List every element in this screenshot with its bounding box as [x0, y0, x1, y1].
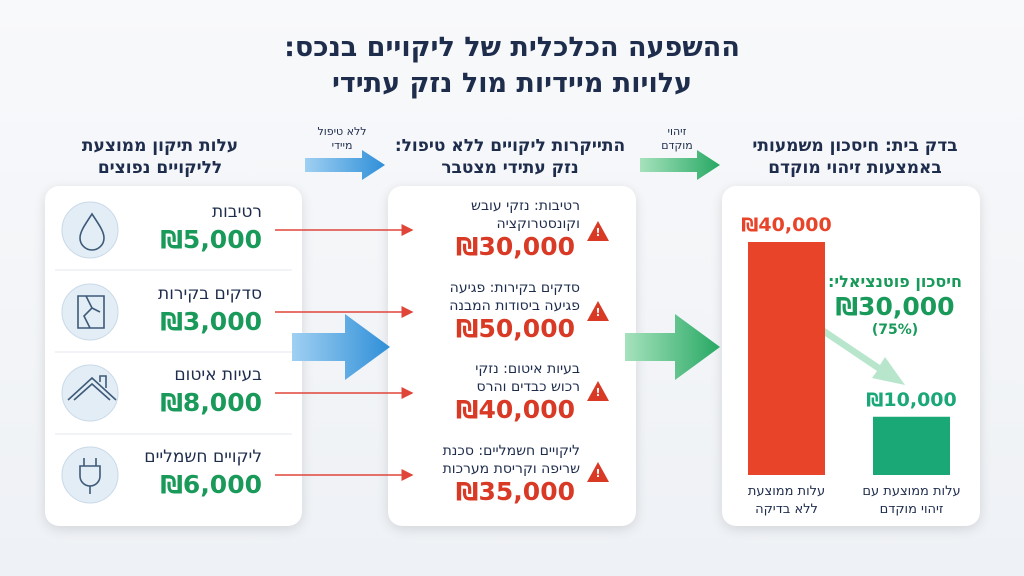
arrow-label: מוקדם	[661, 139, 693, 152]
column-title: עלות תיקון ממוצעת	[81, 136, 239, 156]
warning-icons: ! ! ! !	[587, 221, 609, 482]
header-arrow	[640, 150, 720, 180]
arrow-label: זיהוי	[667, 125, 687, 138]
column-title: באמצעות זיהוי מוקדם	[768, 158, 942, 178]
defect-cost: ₪5,000	[160, 225, 262, 254]
savings-arrow	[822, 328, 905, 385]
column-title: נזק עתידי מצטבר	[441, 158, 579, 178]
category-label: עלות ממוצעת עם זיהוי מוקדם	[862, 484, 961, 517]
svg-text:!: !	[595, 386, 600, 399]
consequence-cost: ₪35,000	[455, 477, 575, 506]
consequence-text: רטיבות: נזקי עובש	[471, 198, 580, 214]
consequence-text: פגיעה ביסודות המבנה	[449, 298, 580, 314]
defect-name: סדקים בקירות	[158, 284, 262, 304]
consequence-text: בעיות איטום: נזקי	[475, 361, 580, 377]
consequence-cost: ₪50,000	[455, 314, 575, 343]
savings-percent: (75%)	[871, 322, 919, 338]
svg-text:!: !	[595, 467, 600, 480]
defect-name: רטיבות	[211, 202, 262, 222]
consequence-text: שריפה וקריסת מערכות	[442, 461, 580, 477]
defect-cost: ₪8,000	[160, 388, 262, 417]
consequence-text: סדקים בקירות: פגיעה	[449, 280, 580, 296]
arrow-label: מיידי	[331, 139, 353, 152]
bar	[748, 242, 825, 475]
defect-cost: ₪3,000	[160, 307, 262, 336]
big-arrow	[625, 314, 720, 380]
icons	[67, 212, 117, 494]
consequence-text: וקונסטרוקציה	[496, 216, 580, 232]
value-label: ₪40,000	[741, 214, 832, 236]
dividers	[55, 269, 292, 435]
category-label: עלות ממוצעת ללא בדיקה	[747, 484, 826, 517]
consequence-cost: ₪30,000	[455, 232, 575, 261]
big-arrow	[292, 314, 390, 380]
title: עלויות מיידיות מול נזק עתידי	[331, 68, 693, 99]
column-title: התייקרות ליקויים ללא טיפול:	[394, 136, 626, 156]
consequence-cost: ₪40,000	[455, 395, 575, 424]
defect-name: בעיות איטום	[174, 365, 262, 385]
svg-text:!: !	[595, 226, 600, 239]
savings-amount: ₪30,000	[835, 292, 955, 321]
column-title: לליקויים נפוצים	[97, 158, 223, 178]
bar	[873, 416, 950, 475]
header-arrow	[305, 150, 385, 180]
connectors	[275, 224, 414, 481]
consequence-text: רכוש כבדים והרס	[476, 379, 580, 395]
defect-name: ליקויים חשמליים	[144, 447, 262, 467]
svg-text:!: !	[595, 306, 600, 319]
savings-label: חיסכון פוטנציאלי:	[828, 272, 962, 291]
consequence-text: ליקויים חשמליים: סכנת	[442, 443, 580, 459]
title: ההשפעה הכלכלית של ליקויים בנכס:	[284, 32, 740, 63]
value-label: ₪10,000	[866, 388, 957, 411]
arrow-label: ללא טיפול	[317, 125, 367, 138]
defect-cost: ₪6,000	[160, 470, 262, 499]
column-title: בדק בית: חיסכון משמעותי	[752, 136, 958, 156]
